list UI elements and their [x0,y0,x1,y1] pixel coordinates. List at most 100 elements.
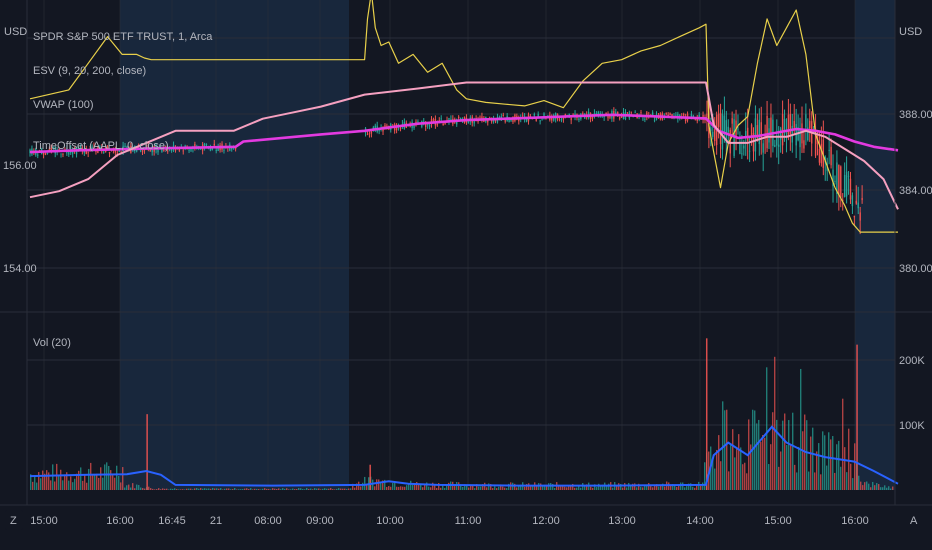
candle-body[interactable] [386,125,388,127]
volume-bar[interactable] [266,488,268,490]
volume-bar[interactable] [492,488,494,490]
volume-bar[interactable] [386,486,388,490]
volume-bar[interactable] [726,409,728,490]
volume-bar[interactable] [38,472,40,490]
volume-bar[interactable] [594,484,596,490]
volume-bar[interactable] [640,486,642,490]
volume-bar[interactable] [254,488,256,490]
volume-bar[interactable] [662,483,664,490]
volume-bar[interactable] [816,451,818,490]
volume-bar[interactable] [596,487,598,490]
volume-bar[interactable] [574,487,576,490]
volume-bar[interactable] [166,488,168,490]
volume-bar[interactable] [168,489,170,490]
candle-body[interactable] [617,111,619,115]
volume-bar[interactable] [62,480,64,490]
volume-bar[interactable] [868,483,870,490]
volume-bar[interactable] [826,465,828,490]
volume-bar[interactable] [78,470,80,490]
volume-bar[interactable] [778,466,780,490]
volume-bar[interactable] [862,485,864,490]
volume-bar[interactable] [142,488,144,490]
volume-bar[interactable] [578,486,580,490]
volume-bar[interactable] [502,486,504,490]
volume-bar[interactable] [458,482,460,490]
volume-bar[interactable] [268,488,270,490]
candle-body[interactable] [562,117,565,120]
volume-bar[interactable] [514,483,516,490]
volume-bar[interactable] [120,482,122,490]
series-line-2[interactable] [29,81,899,210]
volume-bar[interactable] [766,367,768,490]
volume-bar[interactable] [890,488,892,490]
volume-bar[interactable] [532,486,534,490]
candle-body[interactable] [428,124,431,127]
volume-bar[interactable] [270,489,272,490]
volume-bar[interactable] [48,472,50,490]
candle-body[interactable] [87,152,89,154]
volume-bar[interactable] [586,484,588,490]
candle-body[interactable] [444,122,446,124]
volume-bar[interactable] [174,488,176,490]
candle-body[interactable] [170,149,173,152]
volume-bar[interactable] [660,485,662,490]
volume-bar[interactable] [390,486,392,490]
volume-bar[interactable] [668,482,670,490]
candle-body[interactable] [108,151,111,154]
candle-body[interactable] [843,174,846,198]
volume-bar[interactable] [384,479,386,490]
volume-bar[interactable] [184,489,186,490]
volume-bar[interactable] [238,489,240,490]
candle-body[interactable] [758,119,761,145]
volume-bar[interactable] [372,479,374,490]
volume-bar[interactable] [112,475,114,490]
volume-bar[interactable] [762,435,764,490]
volume-bar[interactable] [590,486,592,490]
candle-body[interactable] [147,144,150,150]
candle-body[interactable] [432,119,435,121]
volume-bar[interactable] [622,487,624,490]
candle-body[interactable] [682,113,685,116]
volume-bar[interactable] [488,483,490,490]
candle-body[interactable] [551,117,553,121]
volume-bar[interactable] [872,481,874,490]
volume-bar[interactable] [824,435,826,490]
volume-bar[interactable] [740,447,742,490]
candle-body[interactable] [37,154,39,156]
candle-body[interactable] [803,140,805,149]
volume-bar[interactable] [300,488,302,490]
volume-bar[interactable] [690,483,692,490]
candle-body[interactable] [568,113,570,116]
volume-bar[interactable] [536,486,538,490]
volume-bar[interactable] [102,477,104,490]
volume-bar[interactable] [720,461,722,490]
candle-body[interactable] [508,118,510,123]
candle-body[interactable] [774,145,776,147]
volume-bar[interactable] [884,485,886,490]
candle-body[interactable] [593,113,596,116]
volume-bar[interactable] [758,419,760,490]
volume-bar[interactable] [34,475,36,490]
volume-bar[interactable] [682,482,684,490]
candle-body[interactable] [525,118,528,122]
candle-body[interactable] [116,152,118,154]
volume-bar[interactable] [394,482,396,490]
volume-bar[interactable] [350,488,352,490]
volume-bar[interactable] [546,484,548,490]
volume-bar[interactable] [298,488,300,490]
candle-body[interactable] [785,130,788,134]
volume-bar[interactable] [240,489,242,490]
volume-bar[interactable] [344,488,346,490]
candle-body[interactable] [161,149,163,152]
candle-body[interactable] [748,150,751,152]
volume-bar[interactable] [76,473,78,490]
volume-bar[interactable] [724,410,726,490]
volume-bar[interactable] [798,446,800,490]
volume-bar[interactable] [508,483,510,490]
volume-bar[interactable] [860,481,862,490]
volume-bar[interactable] [754,410,756,490]
volume-bar[interactable] [50,480,52,490]
volume-bar[interactable] [408,484,410,490]
volume-bar[interactable] [840,466,842,490]
